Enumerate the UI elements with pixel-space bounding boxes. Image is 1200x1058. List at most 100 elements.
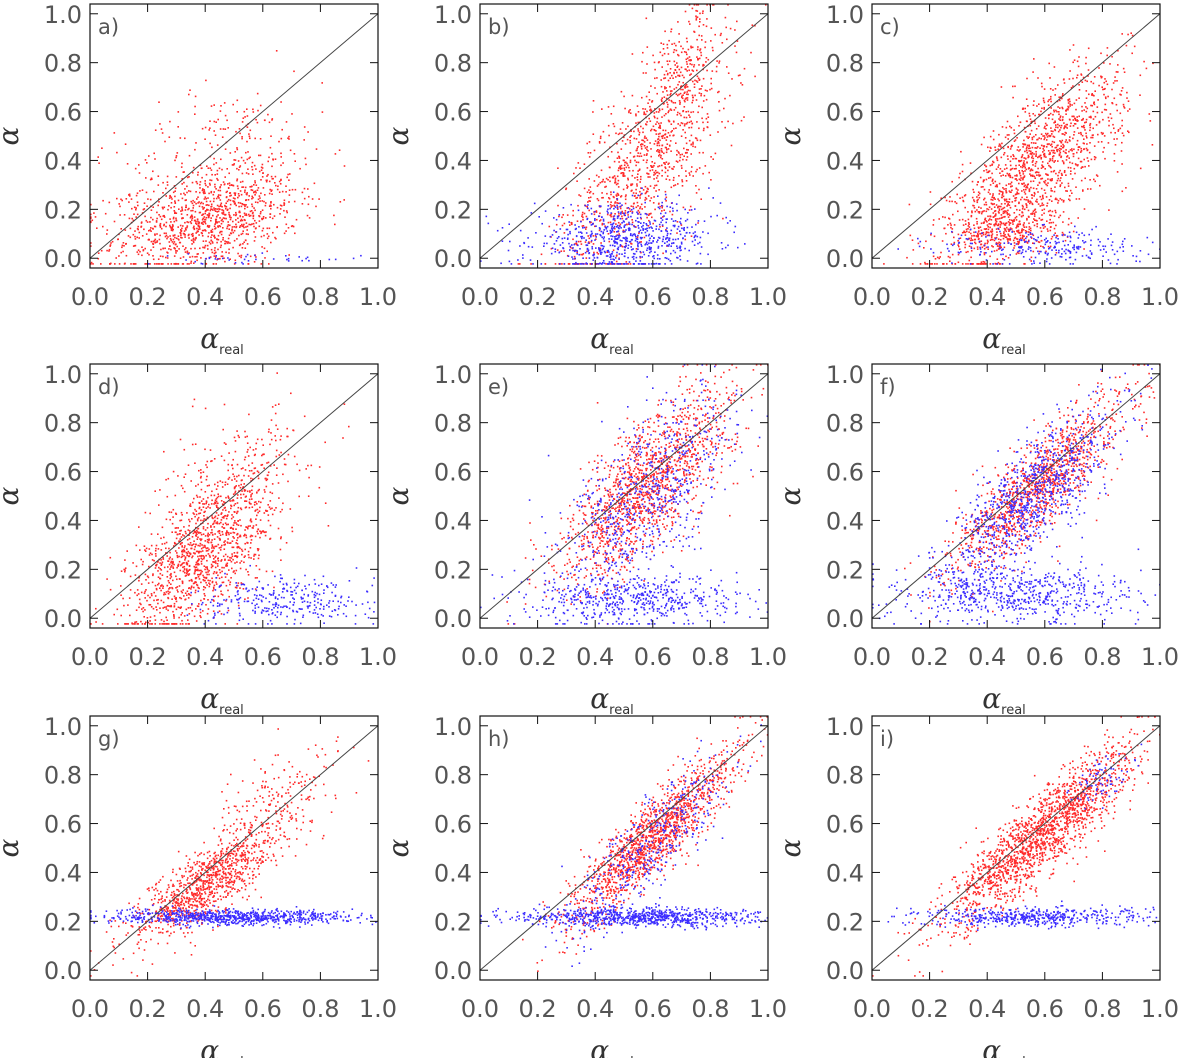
point-red — [1072, 153, 1075, 155]
point-red — [304, 157, 307, 160]
point-red — [973, 224, 975, 226]
point-red — [280, 164, 282, 167]
point-red — [224, 176, 226, 178]
point-red — [224, 242, 227, 245]
point-red — [210, 179, 213, 182]
point-blue — [200, 262, 203, 265]
point-blue — [558, 236, 560, 238]
point-blue — [590, 233, 593, 236]
point-red — [640, 193, 642, 196]
point-red — [334, 153, 337, 155]
point-blue — [676, 228, 679, 230]
point-red — [194, 247, 196, 250]
point-red — [625, 166, 628, 169]
point-red — [1050, 95, 1052, 98]
point-red — [1025, 204, 1028, 206]
y-tick-label: 0.6 — [434, 99, 472, 127]
point-red — [125, 198, 128, 200]
point-red — [1067, 223, 1070, 226]
point-red — [999, 239, 1002, 241]
point-blue — [707, 232, 709, 235]
point-red — [690, 134, 693, 137]
point-red — [1058, 96, 1060, 99]
point-red — [166, 184, 169, 186]
point-blue — [635, 219, 637, 222]
scatter-points — [480, 4, 767, 265]
point-blue — [584, 251, 587, 254]
point-red — [249, 210, 252, 213]
point-blue — [587, 242, 590, 244]
point-blue — [635, 260, 637, 262]
point-red — [254, 227, 257, 230]
point-red — [636, 155, 639, 157]
point-blue — [648, 247, 651, 249]
point-red — [186, 185, 188, 188]
point-red — [1053, 136, 1056, 138]
point-red — [593, 211, 595, 213]
point-red — [1026, 241, 1028, 243]
point-blue — [501, 227, 504, 229]
point-red — [704, 46, 706, 49]
point-red — [1092, 110, 1095, 113]
point-red — [139, 190, 141, 192]
point-blue — [620, 227, 622, 229]
point-red — [718, 60, 721, 62]
point-red — [1032, 250, 1035, 253]
point-red — [617, 151, 619, 154]
point-red — [1021, 190, 1023, 192]
point-red — [1007, 204, 1009, 206]
point-red — [654, 108, 656, 110]
point-red — [90, 213, 92, 216]
point-blue — [574, 250, 576, 253]
point-red — [1013, 212, 1016, 214]
point-red — [618, 212, 620, 215]
point-red — [994, 185, 997, 188]
point-blue — [591, 232, 593, 235]
point-red — [661, 97, 663, 99]
point-red — [655, 177, 658, 179]
point-red — [134, 235, 136, 238]
point-blue — [680, 243, 683, 245]
point-red — [991, 179, 994, 181]
point-red — [685, 61, 688, 63]
point-red — [976, 221, 978, 223]
point-red — [983, 136, 985, 139]
point-red — [269, 188, 271, 191]
point-red — [218, 221, 220, 223]
point-red — [167, 263, 169, 265]
point-red — [1087, 47, 1090, 50]
point-red — [1005, 255, 1007, 258]
point-red — [1022, 165, 1025, 168]
point-red — [1073, 115, 1075, 118]
point-blue — [647, 234, 650, 237]
point-red — [663, 162, 666, 164]
point-red — [1041, 195, 1044, 198]
point-blue — [690, 209, 693, 211]
point-red — [1049, 229, 1052, 232]
point-red — [1070, 222, 1073, 224]
point-blue — [616, 226, 618, 228]
point-red — [203, 198, 206, 200]
point-red — [588, 237, 591, 240]
point-red — [673, 60, 676, 63]
point-red — [971, 235, 973, 237]
point-red — [944, 216, 946, 219]
point-red — [293, 200, 296, 203]
point-red — [267, 160, 269, 163]
point-red — [1080, 179, 1083, 182]
point-red — [203, 247, 206, 249]
point-red — [662, 134, 664, 137]
point-red — [614, 182, 616, 184]
point-red — [686, 70, 688, 72]
point-red — [688, 114, 690, 116]
point-red — [189, 221, 192, 223]
point-red — [244, 162, 247, 164]
point-red — [976, 248, 979, 250]
point-red — [210, 206, 212, 208]
point-red — [1071, 149, 1073, 152]
point-red — [1057, 126, 1059, 129]
point-red — [235, 130, 237, 133]
point-red — [658, 126, 660, 129]
point-blue — [551, 247, 554, 249]
point-red — [1032, 160, 1034, 162]
